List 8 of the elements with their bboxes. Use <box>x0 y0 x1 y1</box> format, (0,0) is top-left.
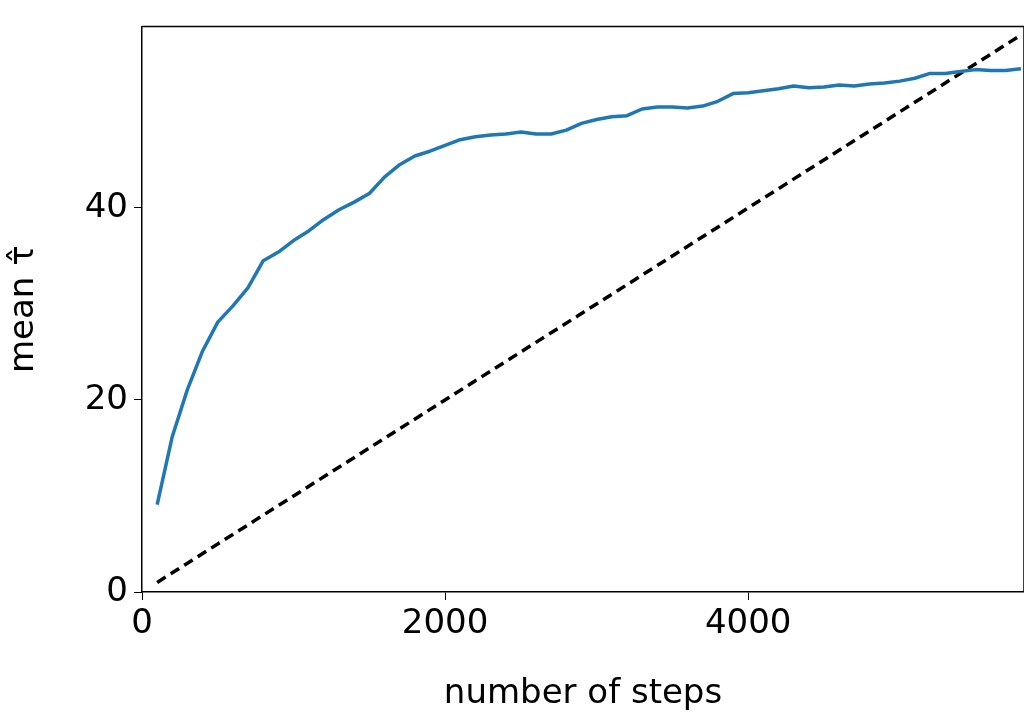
y-tick-label: 0 <box>106 568 128 609</box>
y-tick-label: 20 <box>84 376 128 417</box>
y-axis-title: mean τ̂ <box>1 245 42 374</box>
x-tick-label: 0 <box>131 601 153 642</box>
x-axis-title: number of steps <box>443 671 723 712</box>
x-tick-label: 4000 <box>704 601 792 642</box>
x-tick-label: 2000 <box>401 601 489 642</box>
y-tick-label: 40 <box>84 184 128 225</box>
